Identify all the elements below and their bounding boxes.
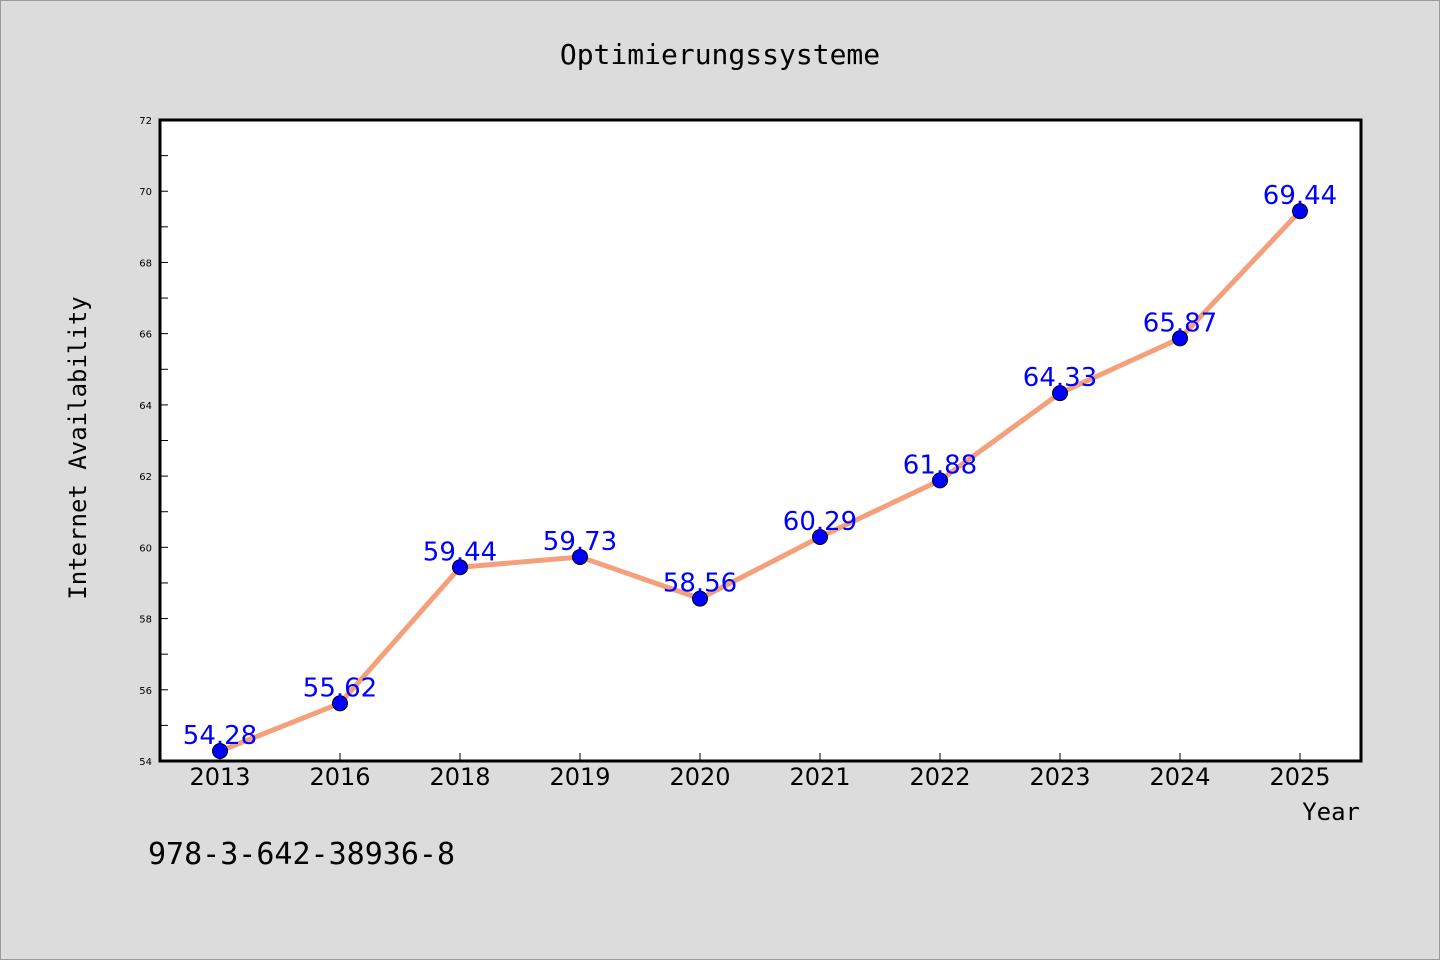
data-point xyxy=(812,529,828,546)
x-tick-label: 2018 xyxy=(429,763,490,791)
y-tick-label: 72 xyxy=(139,116,152,127)
series-line xyxy=(217,208,1303,754)
data-point xyxy=(332,695,348,712)
x-tick-label: 2020 xyxy=(669,763,730,791)
data-point xyxy=(572,548,588,565)
data-point xyxy=(1172,330,1188,347)
x-axis: 2013 2016 2018 2019 2020 2021 2022 2023 2024 2025 xyxy=(189,753,1331,791)
data-label: 54.28 xyxy=(183,721,257,751)
data-label: 59.73 xyxy=(543,527,617,557)
data-point xyxy=(692,590,708,607)
y-tick-label: 68 xyxy=(139,258,152,269)
data-label: 59.44 xyxy=(423,537,497,567)
data-label: 55.62 xyxy=(303,673,377,703)
data-point xyxy=(1052,385,1068,402)
y-axis-label: Internet Availability xyxy=(64,296,92,599)
x-tick-label: 2019 xyxy=(549,763,610,791)
data-label: 60.29 xyxy=(783,507,857,537)
x-tick-label: 2022 xyxy=(909,763,970,791)
y-tick-label: 56 xyxy=(139,686,152,697)
data-label: 58.56 xyxy=(663,569,737,599)
data-label: 64.33 xyxy=(1023,363,1097,393)
data-label: 69.44 xyxy=(1263,181,1337,211)
y-axis: 54 56 58 60 62 64 66 68 70 72 xyxy=(139,116,168,768)
y-tick-label: 70 xyxy=(139,187,152,198)
data-markers xyxy=(212,203,1308,760)
x-tick-label: 2021 xyxy=(789,763,850,791)
plot-area xyxy=(158,118,1363,763)
data-label: 65.87 xyxy=(1143,308,1217,338)
x-tick-label: 2016 xyxy=(309,763,370,791)
data-point xyxy=(452,559,468,576)
chart-title: Optimierungssysteme xyxy=(560,38,880,71)
data-point xyxy=(212,743,228,760)
x-tick-label: 2013 xyxy=(189,763,250,791)
y-tick-label: 62 xyxy=(139,472,152,483)
data-point xyxy=(1292,203,1308,220)
y-tick-label: 66 xyxy=(139,330,152,341)
x-tick-label: 2023 xyxy=(1029,763,1090,791)
y-tick-label: 58 xyxy=(139,615,152,626)
data-labels: 54.28 55.62 59.44 59.73 58.56 60.29 61.88 64.33… xyxy=(183,181,1337,751)
isbn-text: 978-3-642-38936-8 xyxy=(148,837,455,872)
x-axis-label: Year xyxy=(1302,798,1360,826)
x-tick-label: 2024 xyxy=(1149,763,1210,791)
y-tick-label: 54 xyxy=(139,757,152,768)
y-tick-label: 64 xyxy=(139,401,152,412)
x-tick-label: 2025 xyxy=(1269,763,1330,791)
data-point xyxy=(932,472,948,489)
data-label: 61.88 xyxy=(903,450,977,480)
y-tick-label: 60 xyxy=(139,543,152,554)
